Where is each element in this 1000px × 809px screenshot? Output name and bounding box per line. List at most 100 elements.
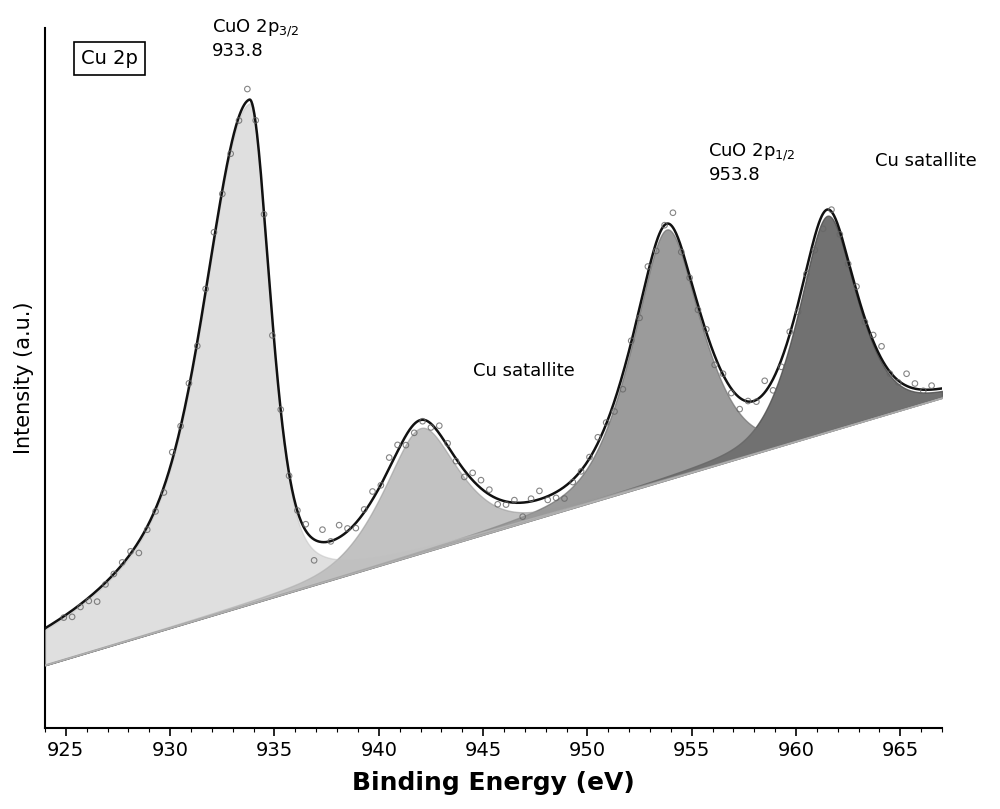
Point (598, 416, 614, 429)
Point (348, 522, 364, 535)
Point (289, 504, 305, 517)
Point (590, 431, 606, 444)
Point (415, 415, 431, 428)
Point (531, 485, 547, 498)
Point (173, 420, 189, 433)
Point (465, 466, 481, 479)
Y-axis label: Intensity (a.u.): Intensity (a.u.) (14, 302, 34, 454)
Point (131, 547, 147, 560)
Point (715, 367, 731, 380)
Point (615, 383, 631, 396)
Point (732, 403, 748, 416)
Point (865, 328, 881, 341)
Point (640, 260, 656, 273)
Point (648, 244, 664, 257)
Point (798, 268, 814, 281)
Point (673, 245, 689, 258)
Point (298, 518, 314, 531)
Point (331, 519, 347, 532)
Text: Cu 2p: Cu 2p (81, 49, 138, 68)
Point (890, 376, 906, 389)
Point (231, 114, 247, 127)
Point (56, 611, 72, 624)
Point (156, 486, 172, 499)
Point (632, 311, 648, 324)
Point (264, 329, 280, 342)
Point (565, 476, 581, 489)
Point (81, 595, 97, 608)
Point (481, 483, 497, 496)
Point (114, 556, 130, 569)
Point (556, 492, 572, 505)
Point (189, 340, 205, 353)
Point (790, 305, 806, 318)
Point (807, 244, 823, 256)
Point (523, 492, 539, 505)
Point (498, 498, 514, 511)
Point (181, 377, 197, 390)
Point (323, 535, 339, 548)
Point (707, 358, 723, 371)
Point (765, 383, 781, 396)
Point (456, 471, 472, 484)
Point (239, 83, 255, 95)
Point (548, 491, 564, 504)
Point (148, 505, 164, 518)
Point (390, 438, 406, 451)
Point (815, 222, 831, 235)
Point (223, 147, 239, 160)
Point (748, 396, 764, 409)
Point (490, 498, 506, 510)
Point (840, 257, 856, 270)
Point (882, 367, 898, 380)
Point (198, 282, 214, 295)
Point (723, 387, 739, 400)
Point (757, 375, 773, 388)
Point (665, 206, 681, 219)
Point (314, 523, 330, 536)
Point (356, 503, 372, 516)
Point (64, 610, 80, 623)
Point (924, 379, 940, 392)
Point (782, 325, 798, 338)
Point (506, 493, 522, 506)
Point (773, 360, 789, 373)
Point (281, 469, 297, 482)
Point (423, 421, 439, 434)
Point (89, 595, 105, 608)
Point (256, 208, 272, 221)
Point (440, 437, 456, 450)
Point (740, 395, 756, 408)
Point (106, 567, 122, 580)
Point (365, 485, 381, 498)
Point (832, 228, 848, 241)
Point (97, 578, 113, 591)
Point (857, 316, 873, 328)
Point (373, 479, 389, 492)
Point (431, 419, 447, 432)
Point (540, 493, 556, 506)
Text: CuO 2p$_{3/2}$
933.8: CuO 2p$_{3/2}$ 933.8 (212, 17, 299, 60)
Point (248, 114, 264, 127)
Point (406, 426, 422, 439)
Point (306, 554, 322, 567)
Point (448, 455, 464, 468)
Point (623, 334, 639, 347)
Point (398, 438, 414, 451)
Text: Cu satallite: Cu satallite (473, 362, 574, 380)
Point (657, 218, 673, 231)
Point (907, 377, 923, 390)
Point (339, 522, 355, 535)
Text: CuO 2p$_{1/2}$
953.8: CuO 2p$_{1/2}$ 953.8 (708, 142, 796, 184)
Point (849, 280, 865, 293)
Point (573, 465, 589, 478)
Point (915, 384, 931, 397)
Point (874, 340, 890, 353)
Point (273, 403, 289, 416)
Point (123, 545, 139, 558)
Point (823, 203, 839, 216)
Point (698, 323, 714, 336)
Point (214, 188, 230, 201)
Point (473, 474, 489, 487)
Point (607, 405, 623, 418)
